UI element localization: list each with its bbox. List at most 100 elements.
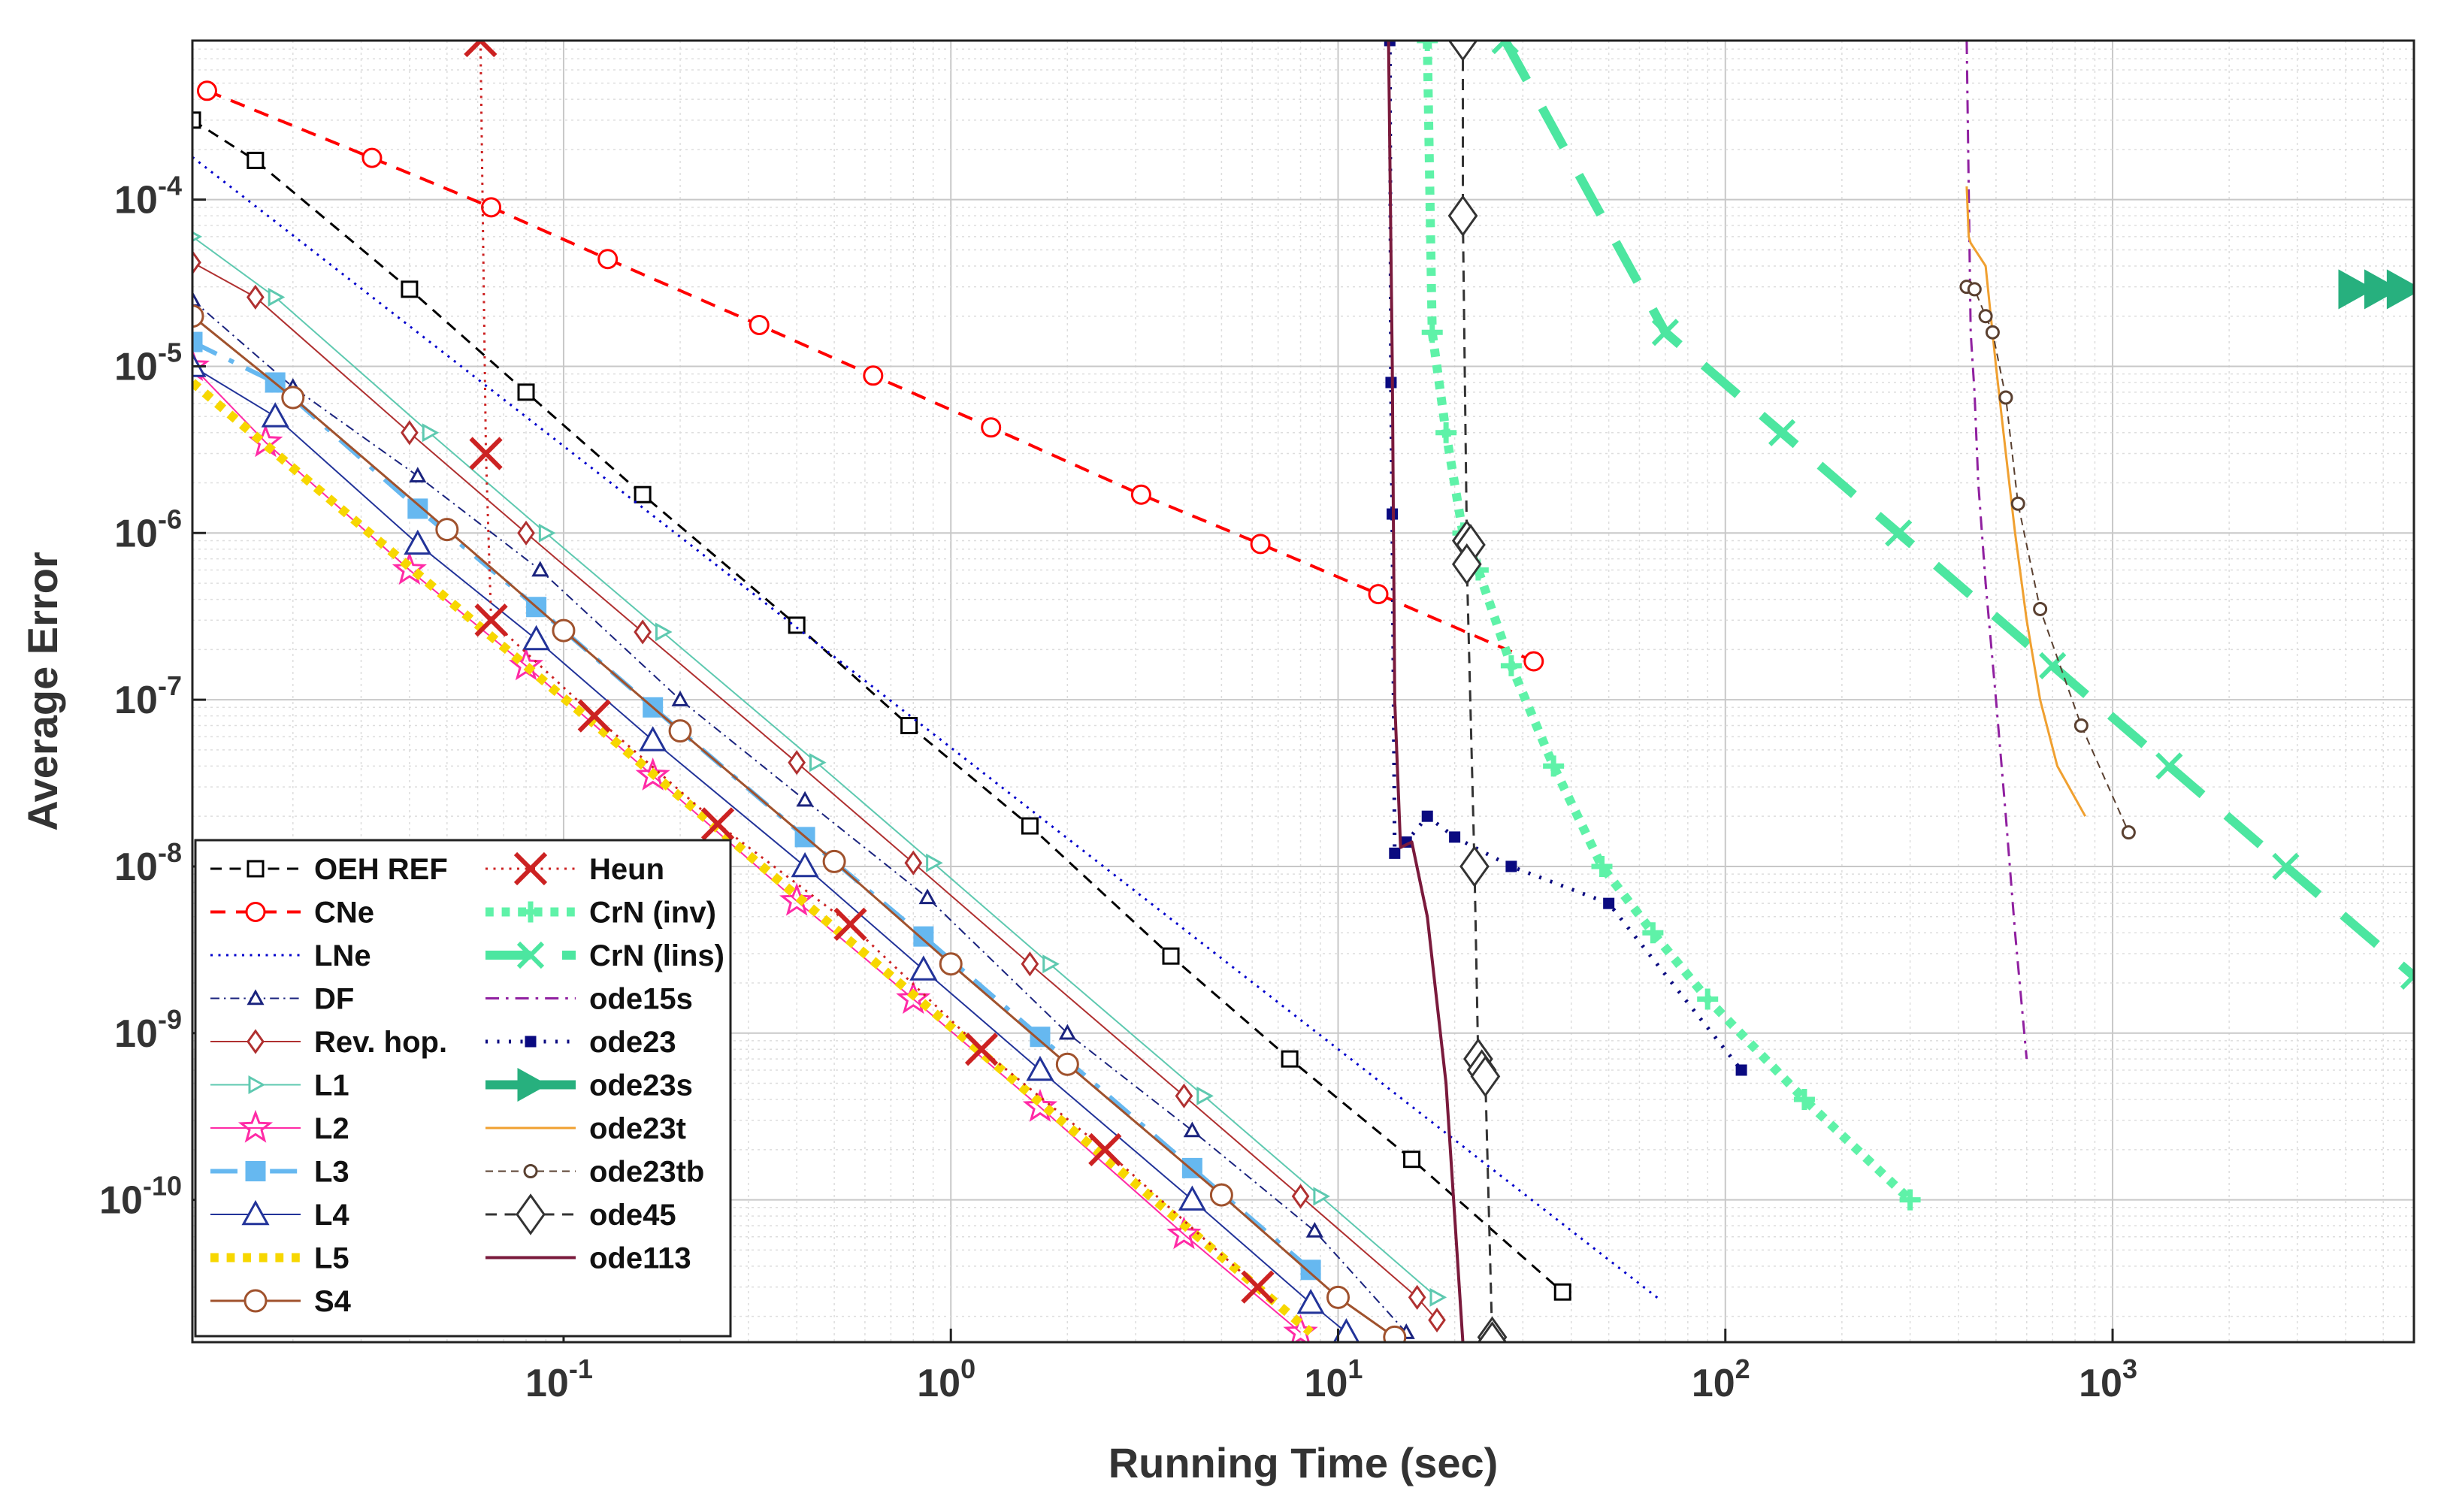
data-point-df <box>1305 1222 1323 1238</box>
y-axis-label: Average Error <box>19 552 66 830</box>
data-point-ode23tb <box>2121 825 2136 840</box>
data-point-ode23s <box>2338 269 2375 310</box>
data-point-df <box>531 561 549 577</box>
data-point-oeh-ref <box>900 716 918 734</box>
data-point-heun <box>1241 1270 1275 1304</box>
data-point-l2 <box>779 882 815 916</box>
data-point-l1 <box>926 853 943 872</box>
y-tick-exponent: -5 <box>158 337 182 367</box>
data-point-l4 <box>1026 1055 1054 1081</box>
data-point-l4 <box>261 402 289 428</box>
data-point-crn-inv <box>1697 988 1719 1010</box>
data-point-s4 <box>1326 1285 1350 1309</box>
legend-label: ode15s <box>589 983 693 1016</box>
data-point-ode23tb <box>2073 718 2089 733</box>
x-tick-label: 103 <box>2079 1353 2137 1405</box>
legend-item-ode45: ode45 <box>485 1193 676 1235</box>
series-crn-inv <box>1417 41 1921 1211</box>
series-oeh-ref <box>192 111 1571 1301</box>
legend-item-df: DF <box>210 983 354 1016</box>
legend-item-rev-hop: Rev. hop. <box>210 1026 447 1059</box>
data-point-heun <box>474 603 508 637</box>
data-point-oeh-ref <box>1553 1283 1571 1301</box>
legend-swatch-marker <box>241 1199 270 1226</box>
y-tick-label: 10-6 <box>114 503 182 555</box>
data-point-l2 <box>192 348 210 382</box>
data-point-ode45 <box>1459 845 1490 888</box>
legend-item-ode113: ode113 <box>485 1242 691 1275</box>
data-point-heun <box>464 41 498 58</box>
data-point-l3 <box>192 331 203 352</box>
data-point-crn-lins <box>1491 41 1519 55</box>
legend-label: ode45 <box>589 1199 676 1232</box>
data-point-l3 <box>913 926 934 947</box>
legend-label: ode23tb <box>589 1156 704 1189</box>
x-axis-label: Running Time (sec) <box>1109 1439 1499 1486</box>
data-point-ode23tb <box>1985 325 2000 340</box>
data-point-cne <box>1523 651 1544 672</box>
data-point-oeh-ref <box>1281 1050 1299 1068</box>
data-point-l1 <box>422 423 440 443</box>
data-point-crn-lins <box>2400 962 2414 990</box>
legend-swatch-marker <box>245 1161 266 1181</box>
data-point-rev-hop <box>517 520 535 546</box>
data-point-l4 <box>522 624 551 651</box>
data-point-l2 <box>1166 1216 1202 1250</box>
data-point-l4 <box>791 851 819 878</box>
data-point-s4 <box>435 518 459 542</box>
data-point-cne <box>1368 584 1389 605</box>
data-point-oeh-ref <box>401 280 419 298</box>
legend-label: DF <box>314 983 354 1016</box>
data-point-rev-hop <box>788 750 806 776</box>
legend-item-ode23: ode23 <box>485 1026 676 1059</box>
data-point-l4 <box>1178 1185 1206 1211</box>
y-tick-exponent: -9 <box>158 1004 182 1035</box>
x-tick-label: 100 <box>917 1353 975 1405</box>
legend-swatch-marker <box>516 1193 546 1235</box>
data-point-df <box>671 691 689 706</box>
data-point-s4 <box>939 952 963 976</box>
data-point-l1 <box>268 287 286 307</box>
series-line-oeh-ref <box>192 119 1564 1293</box>
legend-item-l4: L4 <box>210 1199 349 1232</box>
data-point-crn-inv <box>1899 1189 1921 1211</box>
legend-swatch-marker <box>247 1029 265 1054</box>
data-point-crn-lins <box>2155 752 2183 780</box>
series-line-l3 <box>192 340 1313 1272</box>
legend-item-crn-inv: CrN (inv) <box>485 897 716 930</box>
series-line-ode113 <box>1387 41 1465 1342</box>
data-point-s4 <box>822 849 846 873</box>
legend-label: L2 <box>314 1112 349 1145</box>
data-point-l2 <box>635 757 670 791</box>
data-point-df <box>918 888 936 905</box>
y-tick-exponent: -10 <box>143 1171 182 1202</box>
data-point-l4 <box>639 726 667 751</box>
series-heun <box>464 41 1275 1304</box>
legend-label: L4 <box>314 1199 349 1232</box>
legend-swatch-marker <box>248 1075 266 1095</box>
series-crn-lins <box>1491 41 2414 990</box>
legend-label: CrN (lins) <box>589 939 724 972</box>
series-ode23s <box>2338 269 2414 310</box>
data-point-df <box>1183 1121 1201 1138</box>
data-point-s4 <box>281 386 305 410</box>
legend-swatch-marker <box>516 941 545 969</box>
data-point-heun <box>469 437 503 470</box>
series-ode113 <box>1387 41 1465 1342</box>
legend-swatch-marker <box>520 901 541 923</box>
legend-swatch-marker <box>245 902 266 922</box>
legend-item-ode23t: ode23t <box>485 1112 686 1145</box>
legend: OEH REF CNe LNe DF Rev. hop. L1 L2 L3 L4 L5 S4 Heun… <box>194 839 732 1338</box>
data-point-l1 <box>538 523 556 543</box>
legend-label: ode23t <box>589 1112 686 1145</box>
data-point-ode23 <box>1505 860 1517 872</box>
y-tick-exponent: -6 <box>158 503 182 534</box>
series-cne <box>196 80 1544 672</box>
data-point-crn-lins <box>2039 652 2067 679</box>
legend-label: CrN (inv) <box>589 897 716 930</box>
data-point-cne <box>597 249 619 270</box>
legend-label: LNe <box>314 939 371 972</box>
data-point-oeh-ref <box>1162 947 1180 965</box>
data-point-l3 <box>407 498 428 519</box>
data-point-heun <box>964 1033 999 1066</box>
